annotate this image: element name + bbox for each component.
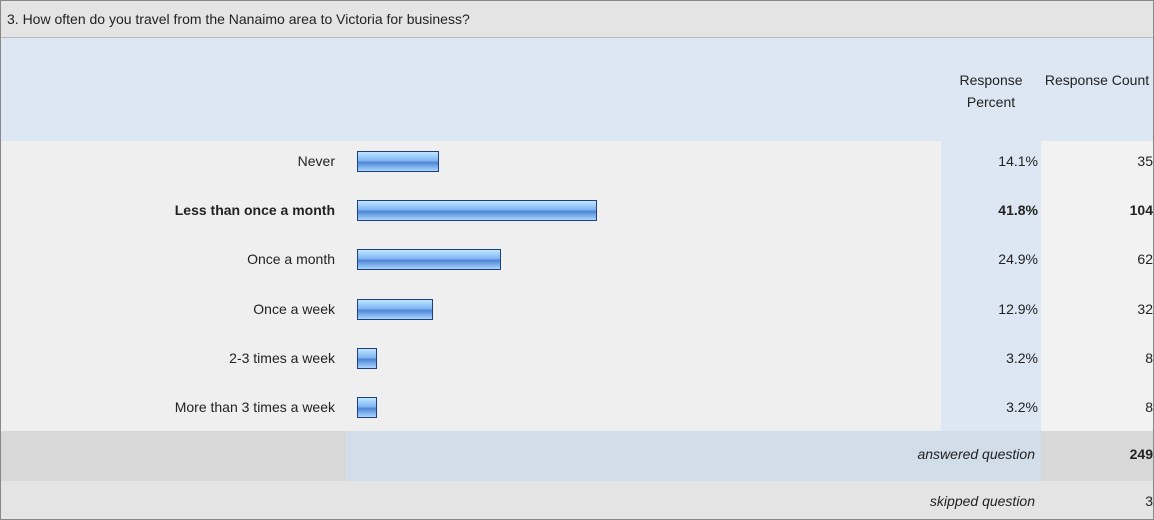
title-bar: 3. How often do you travel from the Nana… — [1, 1, 1153, 38]
skipped-row — [1, 481, 1153, 519]
bar — [357, 249, 501, 271]
category-label: Less than once a month — [174, 202, 335, 219]
category-label: Never — [297, 153, 335, 169]
percent-label: 12.9% — [998, 300, 1038, 317]
count-label: 8 — [1145, 399, 1153, 415]
category-label: Once a month — [247, 251, 335, 268]
count-column — [1041, 141, 1153, 431]
category-label: Once a week — [253, 300, 335, 317]
count-label: 8 — [1145, 349, 1153, 366]
answered-label: answered question — [917, 446, 1035, 462]
bar — [357, 151, 440, 172]
percent-header: Response Percent — [959, 72, 1023, 110]
bar — [357, 298, 433, 320]
count-label: 62 — [1137, 251, 1153, 268]
skipped-count: 3 — [1145, 493, 1153, 509]
category-label: More than 3 times a week — [174, 399, 335, 415]
percent-label: 3.2% — [1006, 349, 1038, 366]
answered-count: 249 — [1129, 446, 1153, 462]
question-title: 3. How often do you travel from the Nana… — [7, 11, 470, 27]
bar — [357, 347, 378, 369]
skipped-label: skipped question — [929, 493, 1035, 509]
percent-label: 41.8% — [998, 202, 1038, 219]
percent-label: 24.9% — [998, 251, 1038, 268]
answered-left — [1, 431, 346, 481]
answered-mid — [346, 431, 1041, 481]
answered-right — [1041, 431, 1153, 481]
percent-label: 3.2% — [1006, 399, 1038, 415]
count-label: 35 — [1137, 153, 1153, 169]
bar — [357, 200, 598, 222]
header-row — [1, 38, 1153, 141]
count-header: Response Count — [1044, 72, 1150, 88]
count-label: 104 — [1129, 202, 1153, 219]
category-label: 2-3 times a week — [229, 349, 335, 366]
count-label: 32 — [1137, 300, 1153, 317]
percent-column — [941, 141, 1041, 431]
bar — [357, 397, 378, 418]
percent-label: 14.1% — [998, 153, 1038, 169]
